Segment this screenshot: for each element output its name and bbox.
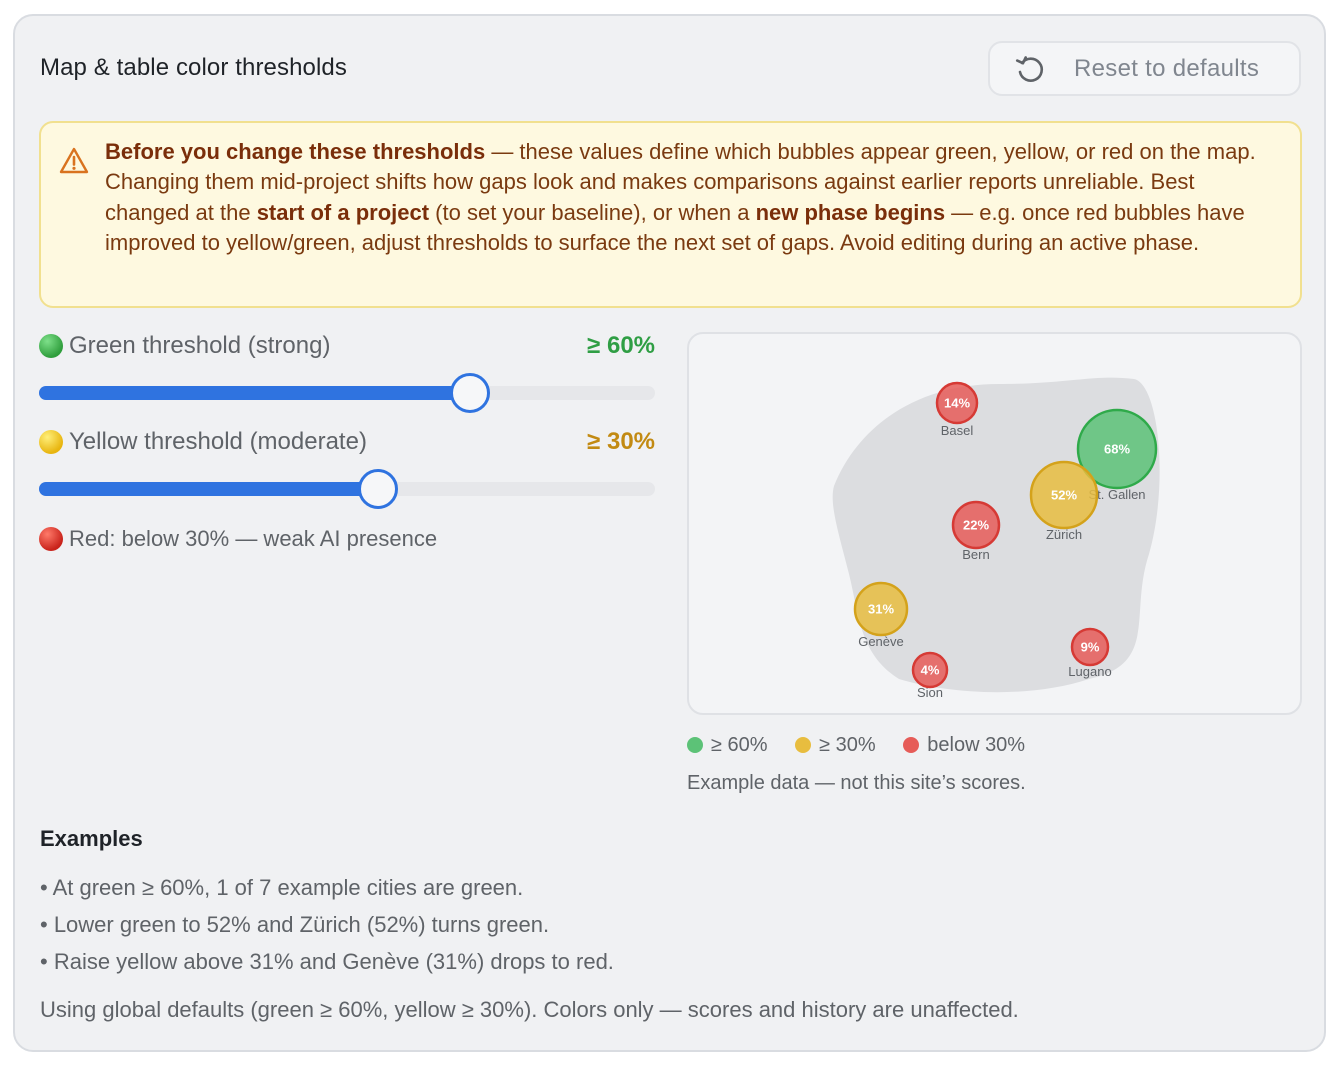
green-slider-thumb[interactable]	[450, 373, 491, 413]
city-label-stgallen: St. Gallen	[1088, 487, 1145, 502]
warning-icon	[59, 147, 89, 174]
legend-yellow-swatch	[795, 737, 812, 753]
panel-title: Map & table color thresholds	[40, 54, 347, 81]
city-bubble-zrich	[1029, 460, 1099, 530]
red-threshold-text: Red: below 30% — weak AI presence	[69, 526, 438, 551]
city-label-genve: Genève	[858, 634, 904, 649]
green-threshold-value: ≥ 60%	[587, 332, 655, 359]
city-percent-basel: 14%	[944, 396, 970, 411]
example-item: • At green ≥ 60%, 1 of 7 example cities …	[40, 875, 524, 900]
map-svg: Basel 14% Bern 22% Genève 31% Sion 4% Lugano 9% St…	[832, 377, 1160, 700]
city-percent-zrich: 52%	[1051, 488, 1077, 503]
city-label-bern: Bern	[962, 547, 989, 562]
map-note: Example data — not this site’s scores.	[687, 772, 1026, 794]
warning-text: Before you change these thresholds — the…	[105, 137, 1285, 258]
green-dot-icon	[39, 334, 63, 358]
city-label-basel: Basel	[941, 423, 974, 438]
red-threshold-note: Red: below 30% — weak AI presence	[39, 526, 437, 552]
warning-text-2: (to set your baseline), or when a	[429, 199, 756, 225]
city-bubble-stgallen	[1076, 408, 1158, 490]
warning-bold-1: Before you change these thresholds	[105, 139, 486, 164]
city-percent-sion: 4%	[921, 663, 940, 678]
warning-text-1: — these values define which bubbles appe…	[105, 139, 1256, 225]
example-item: • Raise yellow above 31% and Genève (31%…	[40, 949, 614, 974]
city-percent-lugano: 9%	[1081, 640, 1100, 655]
threshold-settings-panel: Map & table color thresholds Reset to de…	[13, 14, 1326, 1052]
city-bubble-genve	[853, 581, 909, 637]
city-label-zrich: Zürich	[1046, 527, 1082, 542]
example-map: Basel 14% Bern 22% Genève 31% Sion 4% Lugano 9% St…	[687, 332, 1302, 715]
legend-red-label: below 30%	[927, 734, 1026, 756]
reset-label: Reset to defaults	[1074, 55, 1260, 82]
legend-green: ≥ 60%	[687, 734, 768, 757]
legend-green-swatch	[687, 737, 703, 753]
city-percent-genve: 31%	[868, 602, 894, 617]
yellow-threshold-value: ≥ 30%	[587, 428, 655, 455]
city-bubble-basel	[935, 381, 979, 425]
city-label-lugano: Lugano	[1068, 664, 1111, 679]
footer-note: Using global defaults (green ≥ 60%, yell…	[40, 997, 1019, 1022]
city-bubble-lugano	[1070, 627, 1110, 667]
examples-list: • At green ≥ 60%, 1 of 7 example cities …	[40, 869, 614, 980]
yellow-threshold-label: Yellow threshold (moderate)	[69, 428, 367, 455]
city-bubble-sion	[911, 651, 949, 689]
city-label-sion: Sion	[917, 685, 943, 700]
example-item: • Lower green to 52% and Zürich (52%) tu…	[40, 912, 550, 937]
warning-text-3: — e.g. once red bubbles have improved to…	[105, 199, 1245, 255]
yellow-dot-icon	[39, 430, 63, 454]
city-percent-bern: 22%	[963, 518, 989, 533]
city-bubble-bern	[951, 500, 1001, 550]
warning-bold-2: start of a project	[256, 199, 430, 225]
legend-green-label: ≥ 60%	[711, 734, 768, 756]
legend-red: below 30%	[903, 734, 1025, 757]
city-percent-stgallen: 68%	[1104, 442, 1130, 457]
green-slider-fill	[39, 386, 471, 400]
green-threshold-slider[interactable]	[39, 373, 655, 413]
warning-bold-3: new phase begins	[755, 199, 946, 225]
reset-icon	[1015, 56, 1044, 82]
legend-red-swatch	[903, 737, 920, 753]
examples-title: Examples	[40, 826, 143, 851]
reset-to-defaults-button[interactable]: Reset to defaults	[988, 41, 1301, 96]
green-threshold-label: Green threshold (strong)	[69, 332, 331, 359]
red-dot-icon	[39, 527, 63, 551]
yellow-slider-fill	[39, 482, 378, 496]
legend-yellow-label: ≥ 30%	[819, 734, 876, 756]
yellow-threshold-slider[interactable]	[39, 469, 655, 509]
legend-yellow: ≥ 30%	[795, 734, 876, 757]
warning-callout: Before you change these thresholds — the…	[39, 121, 1302, 308]
map-legend: ≥ 60% ≥ 30% below 30%	[687, 734, 1047, 757]
yellow-slider-thumb[interactable]	[357, 469, 398, 509]
